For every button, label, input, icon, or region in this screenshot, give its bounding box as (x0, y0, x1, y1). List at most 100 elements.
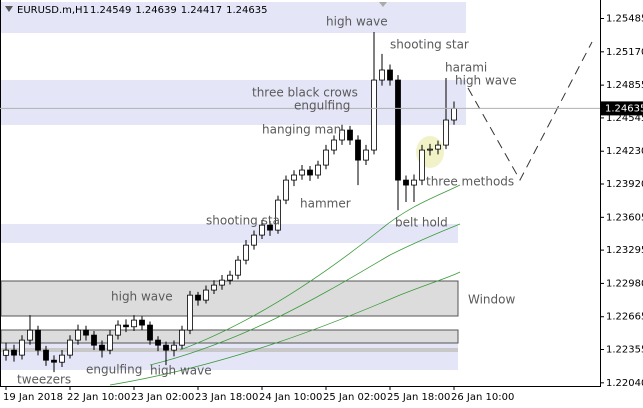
candle-body (283, 179, 289, 201)
candle-body (27, 329, 33, 341)
candle-body (379, 69, 385, 81)
y-tick-label: 1.23295 (606, 245, 643, 256)
y-tick-label: 1.22980 (606, 278, 643, 289)
candle-body (171, 344, 177, 351)
candle-body (427, 148, 433, 151)
projection (467, 41, 593, 182)
annotation: hammer (300, 197, 351, 211)
symbol-icon (5, 6, 13, 12)
candle-body (387, 69, 393, 81)
candle-body (107, 334, 113, 351)
candle-body (299, 169, 305, 176)
candle-body (259, 224, 265, 236)
annotation: high wave (455, 74, 517, 88)
annotation: three methods (426, 175, 514, 189)
x-tick-label: 23 Jan 18:00 (195, 392, 258, 403)
zone (1, 348, 458, 352)
candle-body (267, 224, 273, 231)
x-tick-label: 25 Jan 02:00 (323, 392, 386, 403)
candle-body (291, 174, 297, 181)
header-value: 1.24639 (135, 5, 176, 16)
candle-body (307, 169, 313, 176)
candle-body (363, 149, 369, 161)
annotation: shooting star (390, 38, 469, 52)
candle-body (11, 349, 17, 356)
candle-body (131, 319, 137, 328)
candle-body (43, 349, 49, 361)
annotation: high wave (150, 364, 212, 378)
candle-body (195, 294, 201, 301)
annotation: tweezers (17, 373, 71, 387)
candle-body (243, 244, 249, 261)
candle-body (403, 179, 409, 186)
header-value: 1.24549 (90, 5, 131, 16)
x-tick-label: 23 Jan 02:00 (131, 392, 194, 403)
zone (1, 224, 458, 243)
header-value: 1.24635 (226, 5, 267, 16)
zone (1, 80, 466, 125)
candle-body (139, 319, 145, 326)
y-tick-label: 1.23605 (606, 212, 643, 223)
candle-body (315, 164, 321, 176)
candle-body (411, 179, 417, 186)
candle-body (147, 324, 153, 341)
annotation: harami (445, 61, 487, 75)
y-tick-label: 1.24230 (606, 146, 643, 157)
candle-body (323, 149, 329, 166)
candle-body (251, 234, 257, 246)
header-value: 1.24417 (181, 5, 222, 16)
y-tick-label: 1.25485 (606, 14, 643, 25)
marker (379, 2, 387, 7)
annotation: hanging man (262, 123, 341, 137)
y-tick-label: 1.22040 (606, 378, 643, 389)
candle-body (339, 129, 345, 141)
y-tick-label: 1.22355 (606, 345, 643, 356)
zone (1, 2, 466, 33)
plot (3, 32, 457, 373)
candle-body (219, 279, 225, 286)
candle-body (443, 119, 449, 146)
candle-body (211, 284, 217, 291)
annotation: shooting sta (206, 214, 280, 228)
zone (0, 280, 459, 317)
candle-body (275, 199, 281, 231)
candle-body (75, 329, 81, 341)
candle-body (371, 79, 377, 151)
candle-body (51, 359, 57, 363)
moving-average (179, 184, 461, 351)
annotation: engulfing (86, 363, 142, 377)
candle-body (35, 329, 41, 351)
candle-body (155, 339, 161, 346)
candle-body (99, 344, 105, 351)
candle-body (419, 149, 425, 181)
moving-average (149, 223, 461, 366)
x-tick-label: 19 Jan 2018 (3, 392, 63, 403)
candle-body (187, 294, 193, 331)
candle-body (435, 144, 441, 150)
candle-body (227, 274, 233, 281)
y-tick-label: 1.24855 (606, 80, 643, 91)
candle-body (83, 329, 89, 336)
candle-body (355, 139, 361, 161)
candle-body (235, 259, 241, 276)
x-tick-label: 24 Jan 10:00 (259, 392, 322, 403)
candle-body (115, 324, 121, 336)
zones (0, 2, 466, 370)
y-tick-label: 1.23920 (606, 179, 643, 190)
moving-average (109, 271, 461, 386)
annotation: engulfing (294, 99, 350, 113)
annotation: three black crows (252, 86, 358, 100)
price-label-bg (601, 101, 643, 116)
annotation: high wave (326, 15, 388, 29)
candle-body (331, 139, 337, 151)
annotation: Window (468, 293, 516, 307)
price-label: 1.24635 (605, 103, 643, 114)
candle-body (347, 129, 353, 141)
candle-body (67, 339, 73, 356)
candle-body (163, 344, 169, 351)
annotation: high wave (111, 290, 173, 304)
y-tick-label: 1.25170 (606, 47, 643, 58)
symbol: EURUSD.m,H1 (17, 5, 89, 16)
x-tick-label: 22 Jan 10:00 (67, 392, 130, 403)
